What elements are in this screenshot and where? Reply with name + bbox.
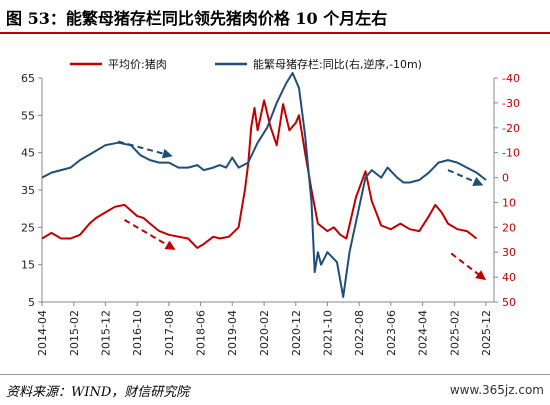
- watermark-text: www.365jz.com: [449, 383, 544, 397]
- legend-item-pork-price-label: 平均价:猪肉: [108, 58, 167, 71]
- x-tick-label: 2019-04: [226, 310, 239, 356]
- chart-area: 5 15 25 35 45 55 65 -40 -30 -20 -10 0 10 20 30 40 50 2014…: [21, 57, 520, 356]
- left-tick-label: 25: [21, 221, 35, 234]
- left-tick-label: 65: [21, 72, 35, 85]
- x-tick-label: 2014-04: [36, 310, 49, 356]
- x-tick-label: 2018-06: [195, 310, 208, 356]
- right-tick-label: 30: [502, 246, 516, 259]
- x-tick-label: 2025-12: [480, 310, 493, 356]
- left-tick-label: 35: [21, 184, 35, 197]
- x-tick-label: 2015-02: [68, 310, 81, 356]
- series-line-sow-inventory: [41, 72, 487, 298]
- x-tick-label: 2020-02: [258, 310, 271, 356]
- trend-arrow-sows-1: [117, 140, 173, 159]
- chart-series: [41, 72, 487, 298]
- chart-axes: 5 15 25 35 45 55 65 -40 -30 -20 -10 0 10 20 30 40 50 2014…: [21, 72, 520, 356]
- x-tick-label: 2020-12: [290, 310, 303, 356]
- chart-title: 图 53：能繁母猪存栏同比领先猪肉价格 10 个月左右: [6, 9, 388, 28]
- right-tick-label: -40: [502, 72, 520, 85]
- title-bar: 图 53：能繁母猪存栏同比领先猪肉价格 10 个月左右: [0, 0, 550, 34]
- x-tick-label: 2017-08: [163, 310, 176, 356]
- left-tick-label: 5: [28, 296, 35, 309]
- left-tick-label: 55: [21, 109, 35, 122]
- x-tick-label: 2016-10: [131, 310, 144, 356]
- right-tick-label: 20: [502, 221, 516, 234]
- chart-annotations: [117, 140, 487, 281]
- chart-legend: 平均价:猪肉 能繁母猪存栏:同比(右,逆序,-10m): [70, 57, 422, 71]
- right-tick-label: -30: [502, 97, 520, 110]
- series-line-pork-price: [41, 99, 478, 249]
- x-tick-label: 2015-12: [99, 310, 112, 356]
- footer-divider: [0, 374, 550, 375]
- trend-arrow-price-2: [450, 252, 487, 281]
- right-tick-label: 40: [502, 271, 516, 284]
- right-tick-label: -20: [502, 122, 520, 135]
- x-tick-label: 2021-10: [321, 310, 334, 356]
- x-tick-label: 2022-08: [353, 310, 366, 356]
- x-tick-label: 2025-02: [448, 310, 461, 356]
- right-tick-label: 10: [502, 196, 516, 209]
- right-tick-label: -10: [502, 147, 520, 160]
- x-tick-label: 2024-04: [417, 310, 430, 356]
- x-tick-label: 2023-06: [385, 310, 398, 356]
- right-tick-label: 0: [502, 172, 509, 185]
- source-note: 资料来源：WIND，财信研究院: [6, 385, 190, 400]
- trend-arrow-sows-2: [447, 169, 484, 186]
- left-tick-label: 15: [21, 259, 35, 272]
- left-tick-label: 45: [21, 147, 35, 160]
- right-tick-label: 50: [502, 296, 516, 309]
- legend-item-sow-inventory-label: 能繁母猪存栏:同比(右,逆序,-10m): [253, 57, 422, 71]
